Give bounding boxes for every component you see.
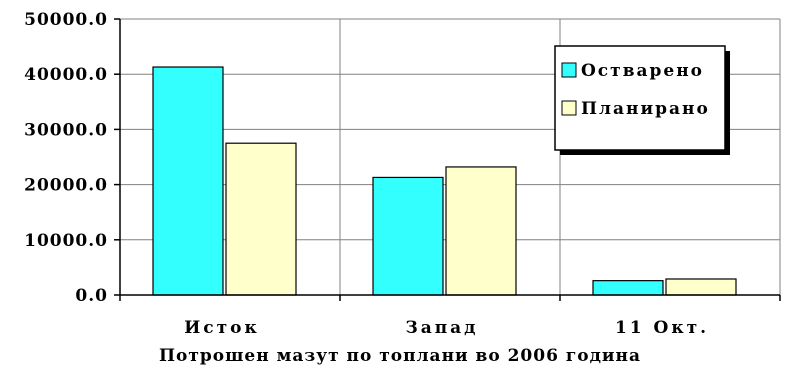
axes xyxy=(114,18,781,301)
y-tick-label: 0.0 xyxy=(75,286,108,306)
bar xyxy=(592,280,664,296)
x-tick-label: 11 Окт. xyxy=(615,318,709,338)
legend-label-planirano: Планирано xyxy=(581,99,710,119)
legend-label-ostvareno: Остварено xyxy=(581,61,704,81)
bar xyxy=(152,66,224,296)
y-tick-label: 40000.0 xyxy=(24,65,108,85)
bar xyxy=(372,176,444,296)
legend-swatch-ostvareno xyxy=(561,62,577,78)
y-tick-label: 10000.0 xyxy=(24,231,108,251)
y-tick-label: 50000.0 xyxy=(24,10,108,30)
x-tick-labels: Исток Запад 11 Окт. xyxy=(184,318,709,338)
bar xyxy=(225,142,297,296)
bars xyxy=(152,66,737,296)
legend-swatch-planirano xyxy=(561,100,577,116)
y-tick-label: 20000.0 xyxy=(24,176,108,196)
x-tick-label: Исток xyxy=(184,318,260,338)
legend: Остварено Планирано xyxy=(554,45,730,155)
y-tick-label: 30000.0 xyxy=(24,120,108,140)
bar xyxy=(445,166,517,296)
bar xyxy=(665,278,737,296)
x-tick-label: Запад xyxy=(405,318,478,338)
legend-box xyxy=(554,45,726,151)
y-tick-labels: 0.0 10000.0 20000.0 30000.0 40000.0 5000… xyxy=(24,10,108,306)
x-axis-title: Потрошен мазут по топлани во 2006 година xyxy=(159,346,641,366)
